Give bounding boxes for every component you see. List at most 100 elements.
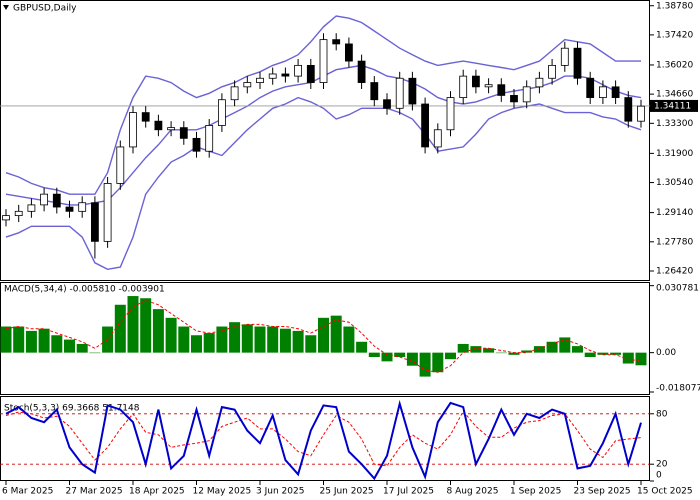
macd-bar: [368, 352, 380, 357]
macd-bar: [229, 322, 241, 353]
candle-body: [91, 202, 99, 242]
stoch-title: Stoch(5,3,3) 69.3668 51.7148: [4, 404, 140, 414]
price-title: GBPUSD,Daily: [13, 4, 77, 14]
candle-body: [459, 75, 468, 98]
macd-bar: [419, 352, 431, 377]
candle-body: [421, 103, 430, 148]
candle-body: [78, 202, 87, 212]
candle-body: [599, 86, 607, 98]
macd-title: MACD(5,34,4) -0.005810 -0.003901: [4, 285, 165, 295]
macd-bar: [559, 337, 571, 353]
x-tick-label: 15 Oct 2025: [637, 487, 693, 497]
band-upper: [5, 15, 641, 195]
y-tick-label: 80: [656, 409, 668, 419]
macd-bar: [178, 326, 190, 353]
y-tick-label: 0.030781: [656, 284, 699, 294]
signal-line: [5, 299, 642, 373]
last-price-label: 1.34111: [654, 101, 691, 111]
x-tick-label: 18 Apr 2025: [129, 487, 185, 497]
candle-body: [2, 215, 10, 221]
y-tick-label: 1.31900: [656, 149, 693, 159]
candle-body: [268, 73, 277, 79]
macd-bar: [241, 324, 253, 353]
candle-body: [256, 77, 264, 83]
macd-bar: [635, 352, 647, 366]
candle-body: [192, 137, 201, 152]
macd-bar: [64, 339, 75, 353]
candle-body: [395, 77, 404, 109]
candle-body: [370, 82, 379, 101]
macd-bar: [584, 352, 596, 357]
macd-bar: [279, 328, 291, 353]
y-tick-label: 1.29140: [656, 208, 693, 218]
stoch-k-line: [5, 399, 642, 481]
candle-body: [205, 125, 214, 152]
candle-body: [167, 127, 176, 131]
macd-bar: [165, 317, 177, 353]
macd-bar: [546, 341, 558, 353]
candle-body: [40, 193, 48, 206]
x-tick-label: 8 Aug 2025: [447, 487, 499, 497]
macd-bar: [457, 343, 469, 353]
macd-bar: [305, 335, 317, 353]
price-panel: [0, 0, 650, 281]
macd-bar: [203, 333, 215, 353]
x-tick-label: 27 Mar 2025: [66, 487, 123, 497]
macd-bar: [483, 348, 495, 353]
x-tick-label: 23 Sep 2025: [574, 487, 631, 497]
candle-body: [522, 86, 531, 103]
candle-body: [573, 47, 582, 79]
candle-body: [408, 77, 417, 105]
y-tick-label: 1.37420: [656, 30, 693, 40]
stoch-d-line: [5, 410, 642, 467]
macd-bar: [216, 326, 228, 353]
macd-bar: [381, 352, 393, 362]
candle-body: [179, 127, 188, 139]
candle-body: [611, 86, 620, 98]
macd-bar: [140, 298, 152, 353]
candle-body: [471, 75, 480, 88]
candle-body: [14, 210, 23, 217]
candle-body: [484, 84, 493, 88]
candle-body: [510, 95, 518, 103]
y-tick-label: 0: [656, 471, 662, 481]
macd-bar: [102, 326, 114, 353]
candle-body: [319, 39, 328, 83]
macd-bar: [610, 352, 622, 355]
macd-bar: [330, 315, 342, 353]
candle-body: [103, 183, 112, 242]
macd-bar: [343, 326, 355, 353]
y-tick-label: 1.38780: [656, 2, 693, 12]
macd-bar: [152, 309, 164, 353]
candle-body: [141, 112, 150, 122]
y-tick-label: 1.30540: [656, 178, 693, 188]
y-tick-label: 20: [656, 460, 668, 470]
macd-bar: [292, 330, 304, 353]
candle-body: [535, 77, 544, 88]
menu-icon: [3, 5, 9, 10]
macd-bar: [508, 352, 520, 355]
macd-bar: [622, 352, 634, 364]
candle-body: [294, 64, 303, 77]
macd-bar: [406, 352, 418, 366]
candle-body: [332, 39, 341, 45]
y-tick-label: 1.26420: [656, 266, 693, 276]
macd-bar: [191, 335, 202, 353]
y-tick-label: 1.34660: [656, 90, 693, 100]
candle-body: [129, 112, 137, 148]
macd-bar: [25, 330, 37, 353]
macd-bar: [356, 341, 368, 353]
candle-body: [637, 105, 645, 122]
candle-body: [383, 99, 391, 109]
candle-body: [357, 60, 366, 83]
candle-body: [624, 97, 633, 122]
x-tick-label: 17 Jul 2025: [383, 487, 434, 497]
x-tick-label: 12 May 2025: [193, 487, 252, 497]
candle-body: [65, 206, 74, 212]
macd-bar: [495, 352, 507, 354]
macd-bar: [533, 346, 545, 353]
x-tick-label: 1 Sep 2025: [510, 487, 561, 497]
macd-bar: [114, 304, 126, 353]
candle-body: [446, 97, 455, 131]
candle-body: [154, 120, 163, 131]
